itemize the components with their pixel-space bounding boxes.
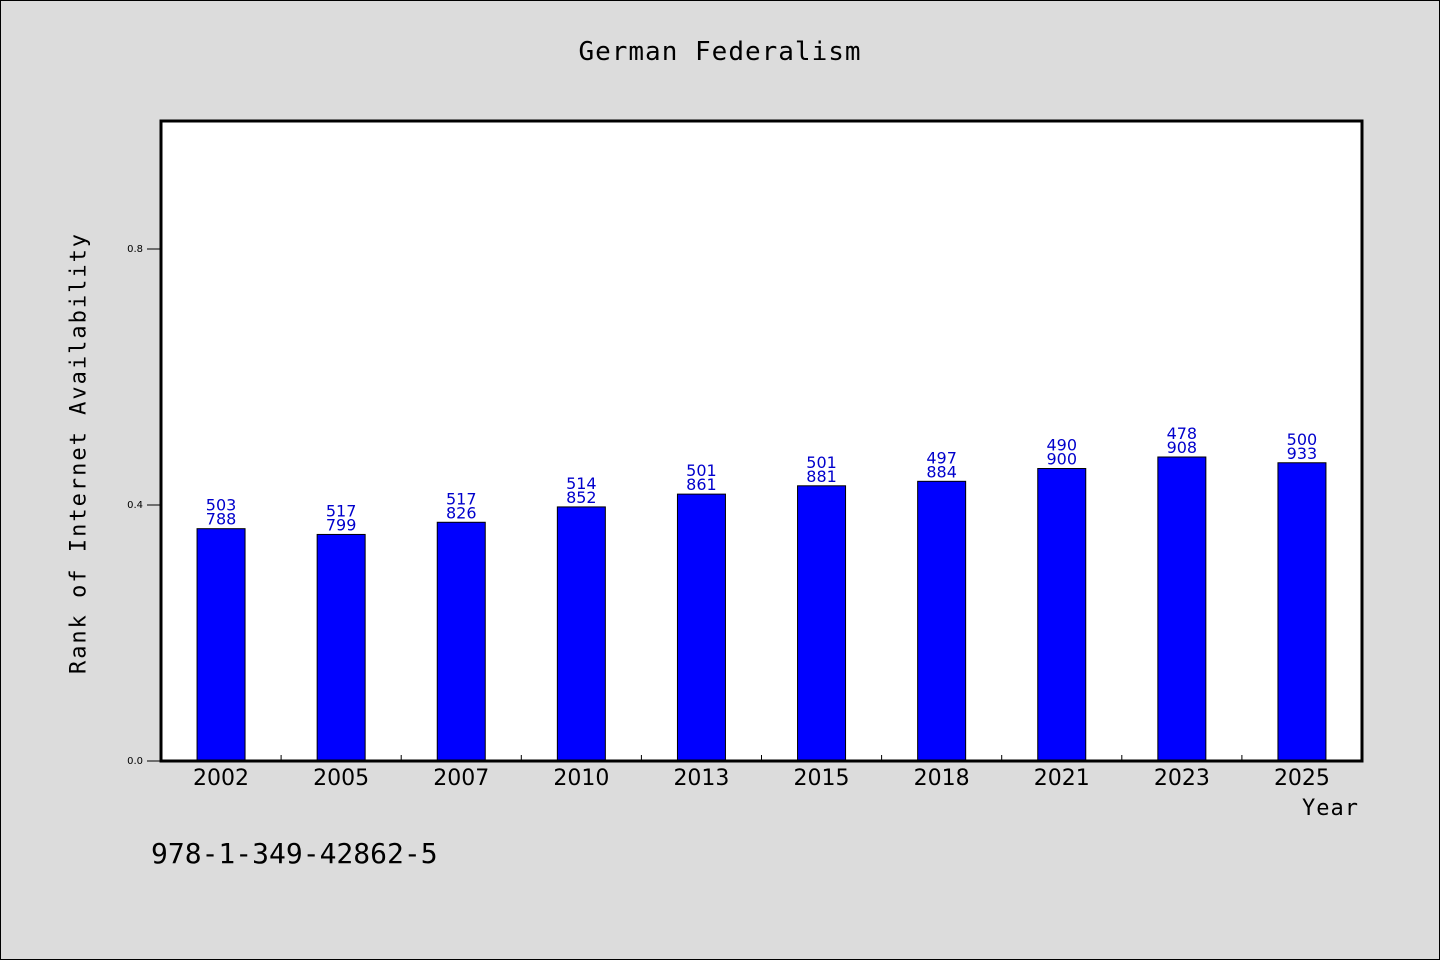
x-tick-label: 2002: [193, 766, 249, 791]
data-label-bottom: 881: [806, 467, 837, 486]
x-tick-label: 2007: [433, 766, 489, 791]
bar: [1157, 456, 1207, 762]
data-label-top: 478: [1167, 424, 1198, 443]
data-label-bottom: 861: [686, 475, 717, 494]
data-label-bottom: 900: [1046, 450, 1077, 469]
data-label-bottom: 933: [1287, 444, 1318, 463]
bar: [917, 480, 967, 762]
x-tick-label: 2010: [553, 766, 609, 791]
x-tick-label: 2005: [313, 766, 369, 791]
bar: [797, 485, 847, 762]
data-label-bottom: 908: [1167, 438, 1198, 457]
bar: [196, 528, 246, 762]
chart-title: German Federalism: [578, 37, 862, 67]
bar: [316, 533, 366, 762]
x-tick-label: 2018: [914, 766, 970, 791]
isbn-footnote: 978-1-349-42862-5: [151, 837, 438, 870]
bar: [1037, 468, 1087, 762]
plot-frame: [159, 119, 1364, 763]
data-label-top: 514: [566, 474, 597, 493]
data-label-bottom: 852: [566, 488, 597, 507]
x-tick-label: 2025: [1274, 766, 1330, 791]
bar: [436, 521, 486, 762]
data-label-top: 500: [1287, 430, 1318, 449]
data-label-top: 501: [686, 461, 717, 480]
bar: [676, 493, 726, 762]
y-tick-label: 0.4: [127, 500, 143, 511]
data-label-top: 497: [926, 448, 957, 467]
y-tick-label: 0.8: [127, 244, 143, 255]
y-tick-label: 0.0: [127, 756, 143, 767]
x-tick-label: 2015: [794, 766, 850, 791]
x-tick-label: 2021: [1034, 766, 1090, 791]
data-label-bottom: 826: [446, 503, 477, 522]
data-label-bottom: 799: [326, 515, 357, 534]
data-label-top: 501: [806, 453, 837, 472]
data-label-top: 490: [1046, 436, 1077, 455]
x-tick-label: 2023: [1154, 766, 1210, 791]
data-label-bottom: 884: [926, 462, 957, 481]
bar: [1277, 462, 1327, 762]
x-axis-label: Year: [1302, 796, 1359, 821]
data-label-top: 517: [326, 501, 357, 520]
x-tick-label: 2013: [673, 766, 729, 791]
data-label-top: 503: [206, 496, 237, 515]
data-label-top: 517: [446, 489, 477, 508]
bar: [556, 506, 606, 762]
data-label-bottom: 788: [206, 510, 237, 529]
